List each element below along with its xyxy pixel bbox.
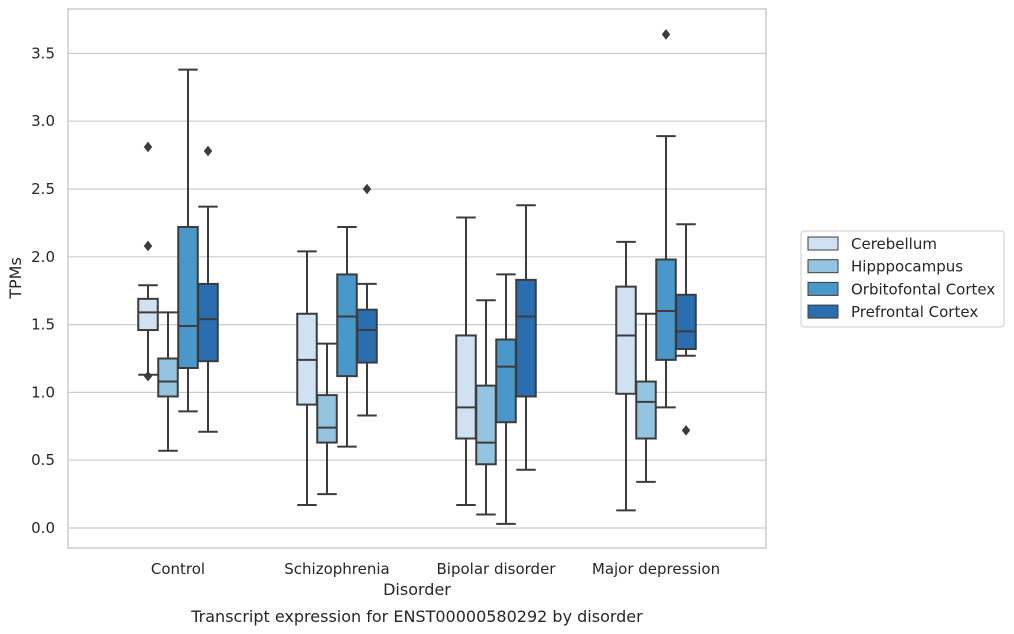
box	[336, 225, 358, 448]
outlier-point	[143, 141, 153, 153]
y-tick-label: 2.0	[31, 248, 55, 266]
box-iqr	[157, 357, 179, 398]
box	[137, 141, 159, 382]
outlier-point	[143, 240, 153, 252]
box-iqr	[137, 297, 159, 332]
y-axis-ticks: 0.0 0.5 1.0 1.5 2.0 2.5 3.0 3.5	[31, 44, 55, 537]
box-iqr	[356, 308, 378, 364]
legend-label: Prefrontal Cortex	[851, 303, 978, 321]
legend-swatch	[807, 236, 839, 251]
box	[475, 299, 497, 516]
legend-item: Prefrontal Cortex	[807, 303, 978, 321]
legend: Cerebellum Hipppocampus Orbitofontal Corte…	[800, 230, 1005, 328]
outlier-point	[143, 370, 153, 382]
legend-swatch	[807, 259, 839, 274]
legend-item: Orbitofontal Cortex	[807, 280, 995, 298]
x-tick-label: Bipolar disorder	[437, 560, 557, 578]
box-iqr	[475, 384, 497, 466]
box-iqr	[615, 285, 637, 395]
box-iqr	[336, 273, 358, 378]
x-tick-label: Control	[151, 560, 205, 578]
box	[157, 311, 179, 452]
box	[635, 312, 657, 483]
legend-swatch	[807, 281, 839, 296]
box	[356, 183, 378, 417]
box-iqr	[635, 380, 657, 440]
box-iqr	[495, 338, 517, 424]
y-tick-label: 0.5	[31, 451, 55, 469]
x-axis-title: Disorder	[383, 580, 451, 599]
box-iqr	[316, 394, 338, 444]
series-hipppocampus	[157, 299, 657, 516]
legend-item: Cerebellum	[807, 235, 937, 253]
box	[177, 68, 199, 413]
legend-label: Hipppocampus	[851, 258, 963, 276]
box	[316, 342, 338, 496]
box	[455, 216, 477, 506]
box-iqr	[177, 225, 199, 369]
box	[675, 223, 697, 436]
box	[655, 29, 677, 409]
box-iqr	[515, 278, 537, 398]
y-tick-label: 1.0	[31, 383, 55, 401]
plot-area-frame	[67, 8, 767, 549]
box-series	[137, 29, 697, 525]
box-iqr	[197, 282, 219, 363]
box	[615, 240, 637, 512]
y-tick-label: 0.0	[31, 519, 55, 537]
y-tick-label: 3.5	[31, 44, 55, 62]
figure-caption: Transcript expression for ENST0000058029…	[190, 607, 643, 626]
box	[495, 273, 517, 525]
x-tick-label: Schizophrenia	[284, 560, 389, 578]
box	[515, 204, 537, 471]
box-iqr	[655, 258, 677, 361]
series-prefrontal-cortex	[197, 145, 697, 471]
y-tick-label: 3.0	[31, 112, 55, 130]
legend-label: Orbitofontal Cortex	[851, 280, 995, 298]
box-iqr	[675, 293, 697, 351]
box-iqr	[455, 334, 477, 440]
outlier-point	[362, 183, 372, 195]
box	[197, 145, 219, 433]
y-tick-label: 2.5	[31, 180, 55, 198]
outlier-point	[681, 425, 691, 436]
legend-label: Cerebellum	[851, 235, 937, 253]
box	[296, 250, 318, 506]
x-tick-label: Major depression	[592, 560, 720, 578]
series-cerebellum	[137, 141, 637, 512]
x-axis-ticks: Control Schizophrenia Bipolar disorder Majo…	[151, 560, 720, 578]
legend-swatch	[807, 304, 839, 319]
legend-item: Hipppocampus	[807, 258, 963, 276]
outlier-point	[203, 145, 213, 157]
legend-frame	[800, 230, 1005, 328]
outlier-point	[661, 29, 671, 40]
series-orbitofontal-cortex	[177, 29, 677, 525]
y-axis-title: TPMs	[6, 257, 25, 300]
y-tick-label: 1.5	[31, 316, 55, 334]
